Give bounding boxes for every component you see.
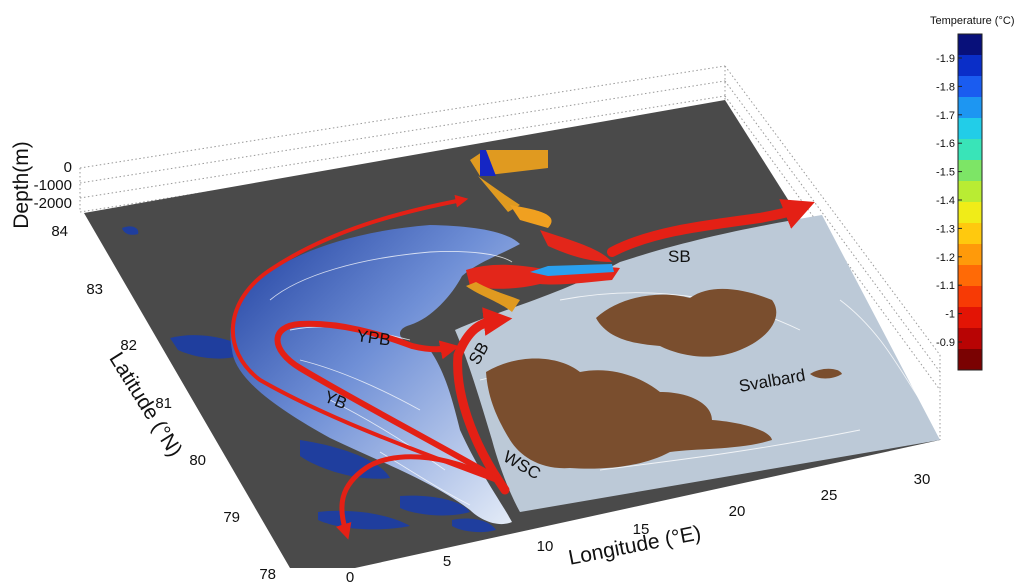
- temperature-section-ribbon: [466, 150, 620, 312]
- colorbar-tick-label: -1: [945, 309, 955, 321]
- arrow-sb-east: [607, 199, 815, 257]
- colorbar-band: [958, 160, 982, 182]
- colorbar-title: Temperature (°C): [930, 15, 1014, 27]
- colorbar-tick-label: -0.9: [936, 337, 955, 349]
- colorbar-band: [958, 244, 982, 266]
- lon-tick-0: 0: [346, 569, 354, 584]
- colorbar-band: [958, 349, 982, 371]
- lon-tick-10: 10: [537, 538, 554, 555]
- arrow-south-hook: [336, 454, 503, 540]
- colorbar-tick-label: -1.9: [936, 53, 955, 65]
- lon-tick-5: 5: [443, 553, 451, 570]
- current-arrows: [230, 194, 815, 540]
- colorbar-frame: [957, 33, 983, 371]
- depth-tick-1000: -1000: [34, 177, 72, 194]
- colorbar-tick-label: -1.7: [936, 110, 955, 122]
- colorbar-band: [958, 97, 982, 119]
- colorbar-tick-label: -1.3: [936, 223, 955, 235]
- label-ypb: YPB: [355, 326, 391, 350]
- label-sb-north: SB: [668, 247, 691, 266]
- colorbar-tick-label: -1.5: [936, 167, 955, 179]
- colorbar-band: [958, 118, 982, 140]
- colorbar-band: [958, 139, 982, 161]
- lon-tick-15: 15: [633, 521, 650, 538]
- svalbard-land: [486, 288, 842, 469]
- arrow-ypb-loop: [274, 320, 503, 483]
- lat-tick-81: 81: [155, 395, 172, 412]
- depth-axis: 0 -1000 -2000 Depth(m): [10, 141, 72, 229]
- colorbar-tick-label: -1.2: [936, 252, 955, 264]
- colorbar-bands: [958, 34, 982, 371]
- colorbar-band: [958, 223, 982, 245]
- depth-axis-title: Depth(m): [10, 141, 33, 229]
- lat-tick-80: 80: [189, 452, 206, 469]
- colorbar-tick-label: -1.1: [936, 280, 955, 292]
- lon-tick-20: 20: [729, 503, 746, 520]
- colorbar-band: [958, 328, 982, 350]
- colorbar-band: [958, 265, 982, 287]
- colorbar-band: [958, 181, 982, 203]
- colorbar-ticks: -1.9 -1.8 -1.7 -1.6 -1.5 -1.4 -1.3 -1.2 -1.1 -1 -0…: [936, 53, 962, 349]
- colorbar-band: [958, 286, 982, 308]
- colorbar-band: [958, 202, 982, 224]
- colorbar-band: [958, 55, 982, 77]
- lat-tick-83: 83: [86, 281, 103, 298]
- colorbar-tick-label: -1.6: [936, 138, 955, 150]
- arrow-wsc-north: [453, 307, 513, 495]
- colorbar: Temperature (°C) -1.9-1.8-1.7-1.6-1.5-1.…: [930, 15, 1014, 371]
- depth-tick-2000: -2000: [34, 195, 72, 212]
- lat-tick-79: 79: [223, 509, 240, 526]
- lat-tick-84: 84: [51, 223, 68, 240]
- lat-tick-78: 78: [259, 566, 276, 583]
- lon-tick-25: 25: [821, 487, 838, 504]
- colorbar-tick-label: -1.4: [936, 195, 955, 207]
- lon-tick-30: 30: [914, 471, 931, 488]
- lat-tick-82: 82: [120, 337, 137, 354]
- colorbar-band: [958, 34, 982, 56]
- colorbar-tick-label: -1.8: [936, 81, 955, 93]
- depth-tick-0: 0: [64, 159, 72, 176]
- colorbar-band: [958, 307, 982, 329]
- colorbar-band: [958, 76, 982, 98]
- arrow-yb-outer: [230, 194, 502, 484]
